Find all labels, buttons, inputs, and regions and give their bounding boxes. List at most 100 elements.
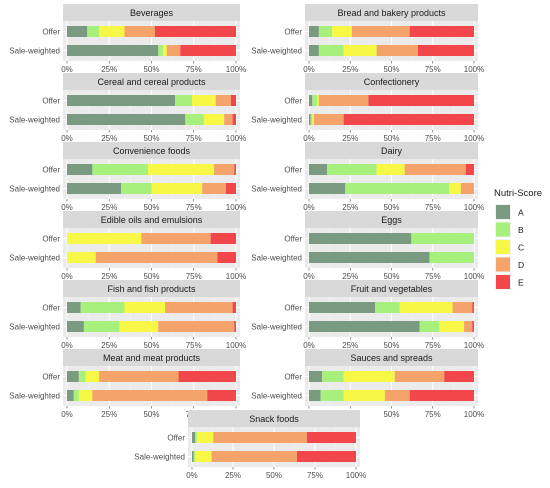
- bar-segment-offer-d: [215, 95, 231, 106]
- bar-segment-sale-weighted-d: [92, 390, 208, 401]
- bar-segment-sale-weighted-b: [310, 114, 313, 125]
- facet-strip: [305, 4, 478, 21]
- row-label: Sale-weighted: [134, 453, 185, 462]
- tick-label: 50%: [383, 272, 399, 281]
- tick-label: 0%: [303, 203, 315, 212]
- legend-swatch-b: [496, 222, 510, 237]
- tick-label: 50%: [143, 410, 159, 419]
- row-label: Offer: [42, 373, 60, 382]
- facet-strip: [305, 280, 478, 297]
- bar-segment-offer-b: [78, 371, 86, 382]
- bar-segment-offer-d: [351, 26, 410, 37]
- bar-segment-offer-a: [67, 302, 81, 313]
- legend-swatch-d: [496, 257, 510, 272]
- bar-segment-sale-weighted-e: [296, 451, 356, 462]
- tick-label: 100%: [464, 203, 484, 212]
- bar-segment-offer-e: [444, 371, 474, 382]
- bar-segment-sale-weighted-c: [449, 183, 461, 194]
- tick-label: 0%: [61, 203, 73, 212]
- bar-segment-sale-weighted-a: [309, 321, 420, 332]
- bar-segment-offer-a: [67, 371, 79, 382]
- bar-segment-sale-weighted-d: [211, 451, 297, 462]
- row-label: Offer: [42, 304, 60, 313]
- tick-label: 75%: [425, 65, 441, 74]
- bar-segment-offer-b: [375, 302, 400, 313]
- bar-segment-sale-weighted-c: [195, 451, 212, 462]
- tick-label: 100%: [464, 410, 484, 419]
- legend-label: B: [518, 225, 524, 235]
- tick-label: 50%: [266, 471, 282, 480]
- bar-segment-sale-weighted-e: [234, 321, 236, 332]
- bar-segment-sale-weighted-d: [95, 252, 218, 263]
- bar-segment-offer-a: [67, 95, 176, 106]
- bar-segment-offer-c: [399, 302, 453, 313]
- facet-panel: Cereal and cereal products Offer Sale-weig…: [9, 73, 246, 143]
- bar-segment-offer-d: [213, 432, 307, 443]
- bar-segment-offer-d: [404, 164, 466, 175]
- bar-segment-sale-weighted-d: [313, 114, 344, 125]
- tick-label: 25%: [342, 203, 358, 212]
- facet-panel: Edible oils and emulsions Offer Sale-weigh…: [9, 211, 246, 281]
- bar-segment-sale-weighted-d: [202, 183, 226, 194]
- bar-segment-offer-e: [306, 432, 356, 443]
- bar-segment-offer-c: [85, 371, 100, 382]
- facet-strip: [305, 211, 478, 228]
- tick-label: 75%: [186, 134, 202, 143]
- bar-segment-sale-weighted-c: [343, 45, 377, 56]
- bar-segment-sale-weighted-a: [309, 114, 311, 125]
- bar-segment-sale-weighted-b: [73, 390, 79, 401]
- row-label: Offer: [284, 28, 302, 37]
- bar-segment-offer-b: [80, 302, 125, 313]
- bar-segment-offer-e: [465, 164, 474, 175]
- bar-segment-sale-weighted-e: [207, 390, 236, 401]
- tick-label: 100%: [226, 134, 246, 143]
- bar-segment-sale-weighted-a: [67, 45, 159, 56]
- row-label: Offer: [42, 97, 60, 106]
- tick-label: 25%: [342, 65, 358, 74]
- bar-segment-sale-weighted-b: [345, 183, 450, 194]
- bar-segment-sale-weighted-e: [217, 252, 236, 263]
- row-label: Sale-weighted: [251, 47, 302, 56]
- row-label: Offer: [42, 166, 60, 175]
- tick-label: 0%: [61, 134, 73, 143]
- tick-label: 0%: [61, 410, 73, 419]
- row-label: Offer: [42, 235, 60, 244]
- bar-segment-sale-weighted-e: [472, 321, 474, 332]
- bar-segment-offer-b: [411, 233, 474, 244]
- tick-label: 0%: [61, 341, 73, 350]
- bar-segment-offer-b: [327, 164, 377, 175]
- row-label: Sale-weighted: [9, 254, 60, 263]
- bar-segment-sale-weighted-d: [384, 390, 410, 401]
- bar-segment-offer-b: [87, 26, 100, 37]
- bar-segment-offer-e: [230, 95, 236, 106]
- legend-label: A: [518, 208, 524, 218]
- bar-segment-offer-a: [309, 95, 313, 106]
- tick-label: 25%: [101, 410, 117, 419]
- tick-label: 50%: [143, 341, 159, 350]
- facet-title: Snack foods: [249, 414, 299, 424]
- bar-segment-offer-c: [196, 432, 214, 443]
- bar-segment-offer-d: [452, 302, 473, 313]
- bar-segment-sale-weighted-a: [192, 451, 194, 462]
- tick-label: 0%: [303, 65, 315, 74]
- bar-segment-offer-e: [154, 26, 236, 37]
- row-label: Offer: [284, 166, 302, 175]
- facet-title: Dairy: [381, 146, 403, 156]
- facet-panel: Fruit and vegetables Offer Sale-weighted0%…: [251, 280, 484, 350]
- facet-title: Edible oils and emulsions: [101, 215, 203, 225]
- bar-segment-offer-e: [409, 26, 474, 37]
- tick-label: 25%: [342, 341, 358, 350]
- legend-title: Nutri-Score: [494, 188, 542, 199]
- tick-label: 50%: [143, 65, 159, 74]
- row-label: Sale-weighted: [251, 323, 302, 332]
- facet-strip: [63, 4, 240, 21]
- tick-label: 75%: [186, 203, 202, 212]
- bar-segment-sale-weighted-d: [166, 45, 181, 56]
- bar-segment-offer-b: [92, 164, 149, 175]
- bar-segment-sale-weighted-c: [343, 390, 385, 401]
- tick-label: 50%: [383, 134, 399, 143]
- tick-label: 25%: [101, 272, 117, 281]
